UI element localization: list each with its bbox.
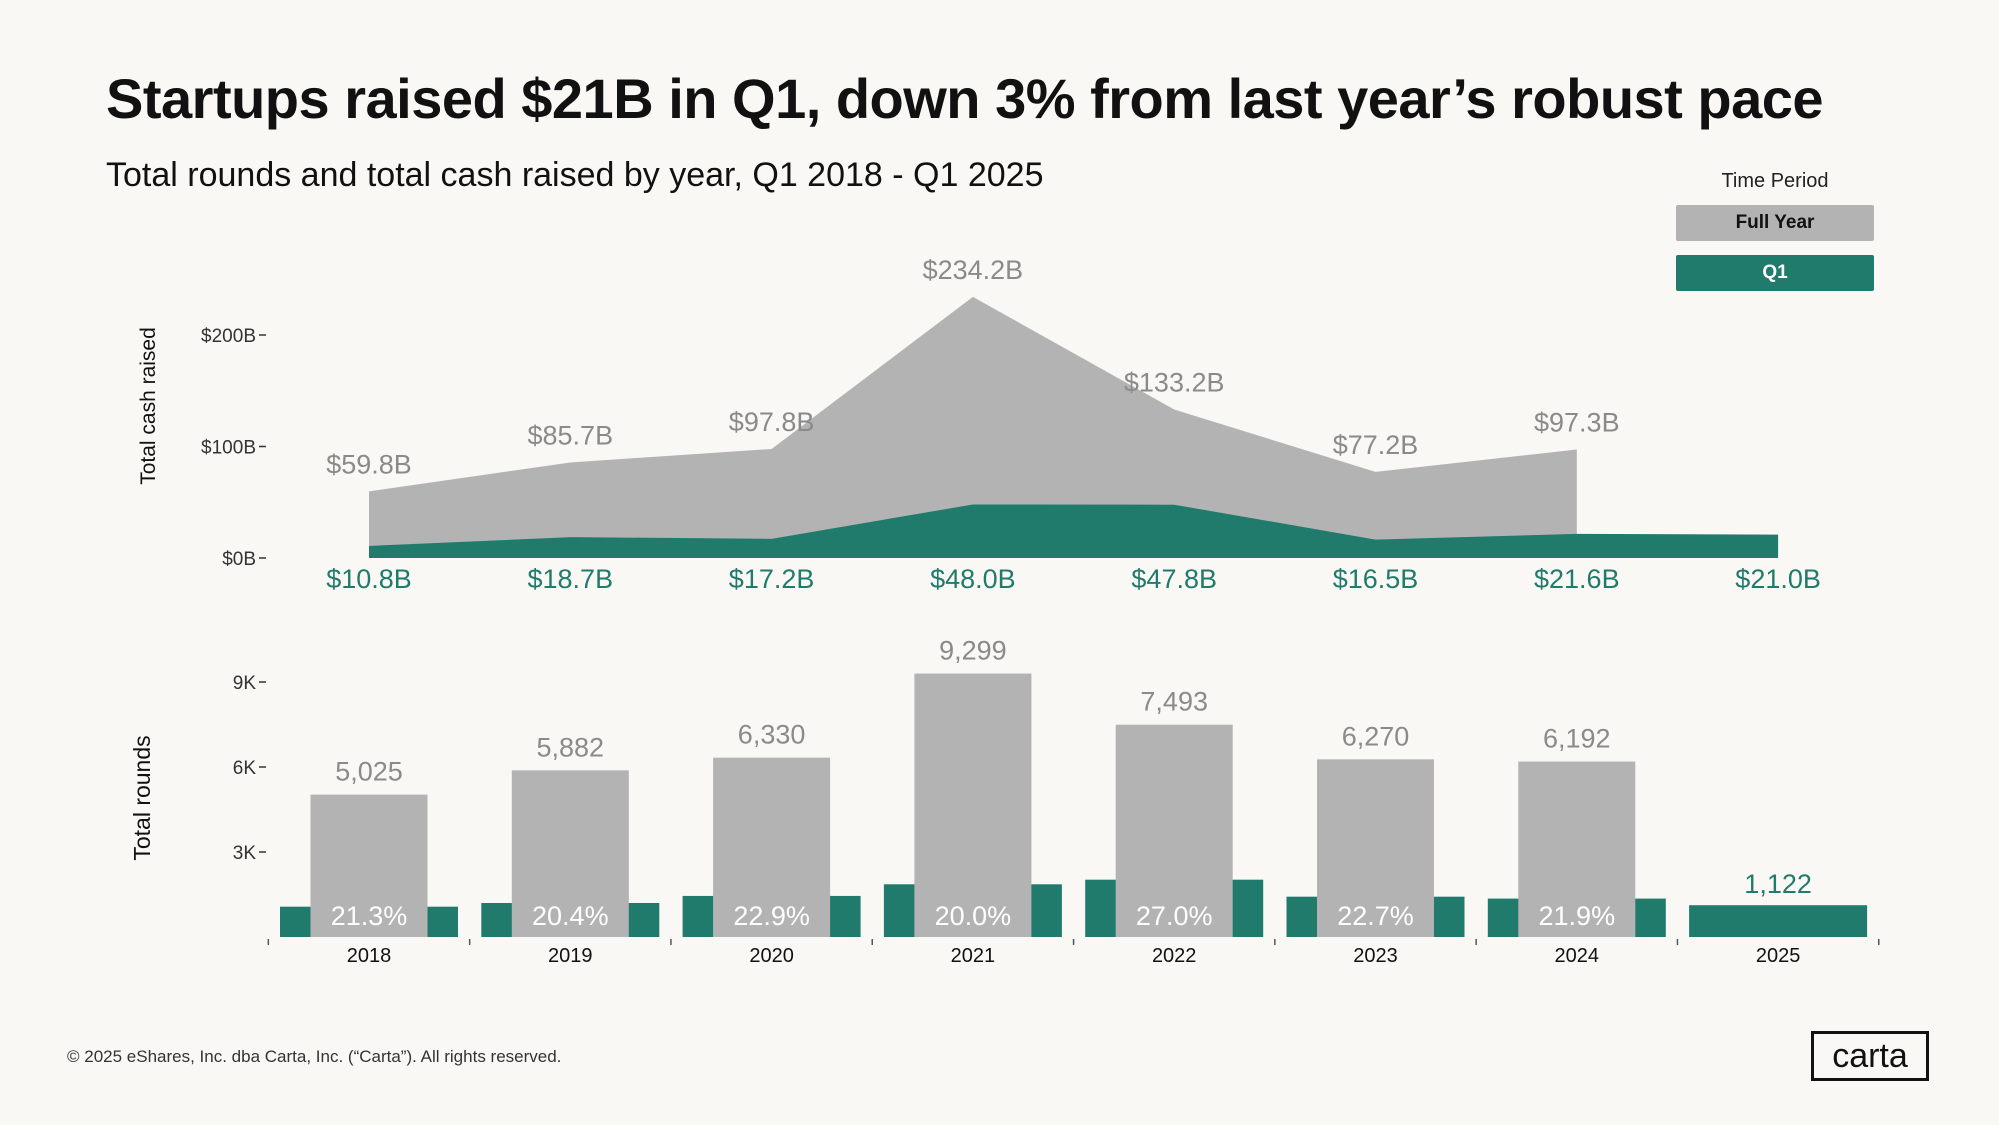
data-label-q1: $47.8B [1131, 564, 1217, 594]
data-label-q1: 1,122 [1744, 869, 1812, 899]
legend: Time Period Full Year Q1 [1676, 170, 1874, 305]
data-label-q1-share: 21.3% [331, 901, 408, 931]
y-tick-label: 3K [233, 843, 257, 864]
data-label-full-year: $133.2B [1124, 367, 1225, 397]
area-q1 [369, 504, 1779, 558]
data-label-full-year: $234.2B [923, 255, 1024, 285]
data-label-full-year: 5,025 [335, 757, 403, 787]
data-label-full-year: $97.8B [729, 407, 815, 437]
y-tick-label: $100B [201, 438, 256, 459]
bar-full-year [1115, 724, 1233, 937]
bar-full-year [713, 757, 831, 937]
x-tick-label: 2023 [1353, 945, 1398, 967]
bar-full-year [1317, 759, 1434, 937]
data-label-full-year: $77.2B [1333, 430, 1419, 460]
data-label-full-year: 5,882 [537, 732, 605, 762]
data-label-full-year: $85.7B [528, 420, 614, 450]
data-label-q1-share: 22.7% [1337, 901, 1414, 931]
x-tick-label: 2019 [548, 945, 593, 967]
x-tick-label: 2018 [347, 945, 392, 967]
data-label-full-year: $59.8B [326, 449, 412, 479]
legend-item-q1[interactable]: Q1 [1676, 255, 1874, 291]
bar-q1 [1689, 905, 1868, 937]
data-label-full-year: 6,192 [1543, 724, 1611, 754]
y-tick-label: $0B [222, 549, 256, 570]
data-label-q1: $18.7B [528, 564, 614, 594]
x-tick-label: 2024 [1555, 945, 1600, 967]
data-label-q1-share: 21.9% [1539, 901, 1616, 931]
data-label-full-year: $97.3B [1534, 408, 1620, 438]
data-label-q1-share: 20.0% [935, 901, 1012, 931]
x-tick-label: 2021 [951, 945, 996, 967]
x-tick-label: 2022 [1152, 945, 1197, 967]
area-full-year [369, 296, 1577, 558]
y-tick-label: 9K [233, 673, 257, 694]
data-label-q1: $21.6B [1534, 564, 1620, 594]
data-label-q1: $48.0B [930, 564, 1016, 594]
bar-full-year [914, 673, 1032, 937]
chart-subtitle: Total rounds and total cash raised by ye… [106, 156, 1044, 194]
data-label-q1-share: 22.9% [733, 901, 810, 931]
data-label-q1: $21.0B [1735, 564, 1821, 594]
data-label-q1: $17.2B [729, 564, 815, 594]
bar-full-year [310, 794, 428, 937]
data-label-full-year: 6,330 [738, 720, 806, 750]
x-tick-label: 2025 [1756, 945, 1801, 967]
y-tick-label: 6K [233, 758, 257, 779]
chart-title: Startups raised $21B in Q1, down 3% from… [106, 67, 1824, 130]
x-tick-label: 2020 [749, 945, 794, 967]
data-label-full-year: 9,299 [939, 636, 1007, 666]
y-tick-label: $200B [201, 326, 256, 347]
data-label-q1-share: 20.4% [532, 901, 609, 931]
data-label-q1-share: 27.0% [1136, 901, 1213, 931]
bar-full-year [1518, 761, 1636, 937]
copyright-footer: © 2025 eShares, Inc. dba Carta, Inc. (“C… [67, 1047, 562, 1066]
carta-logo: carta [1811, 1031, 1929, 1081]
data-label-full-year: 6,270 [1342, 721, 1410, 751]
data-label-q1: $10.8B [326, 564, 412, 594]
legend-item-full-year[interactable]: Full Year [1676, 205, 1874, 241]
data-label-full-year: 7,493 [1140, 687, 1208, 717]
legend-title: Time Period [1721, 170, 1829, 192]
y-axis-label-cash: Total cash raised [137, 327, 160, 485]
bar-full-year [511, 770, 629, 937]
data-label-q1: $16.5B [1333, 564, 1419, 594]
y-axis-label-rounds: Total rounds [129, 735, 155, 860]
